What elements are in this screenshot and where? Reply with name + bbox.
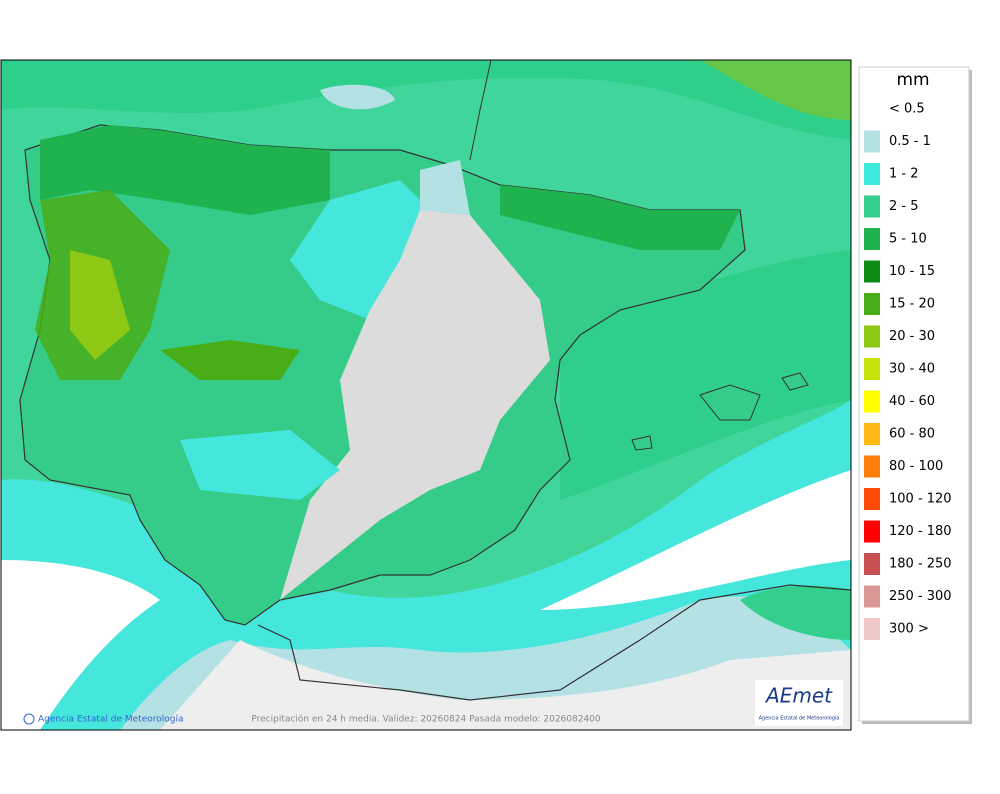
legend-swatch: [864, 585, 880, 608]
legend-swatch: [864, 260, 880, 283]
legend-swatch: [864, 293, 880, 315]
legend-label: 30 - 40: [889, 362, 935, 377]
legend-swatch: [864, 520, 880, 543]
copyright-icon: [23, 713, 35, 725]
logo-subtitle: Agencia Estatal de Meteorología: [759, 715, 840, 722]
logo: AEmet Agencia Estatal de Meteorología: [755, 680, 843, 726]
legend-label: 250 - 300: [889, 589, 952, 604]
legend-label: 80 - 100: [889, 459, 943, 474]
logo-name: AEmet: [764, 684, 833, 708]
legend-label: 20 - 30: [889, 329, 935, 344]
legend-label: 40 - 60: [889, 394, 935, 409]
map: [1, 60, 851, 730]
legend-swatch: [864, 618, 880, 640]
legend-label: 10 - 15: [889, 264, 935, 279]
legend-swatch: [864, 423, 880, 445]
legend-swatch: [864, 455, 880, 478]
legend-swatch: [864, 390, 880, 413]
legend-label: 5 - 10: [889, 232, 927, 247]
legend-label: 120 - 180: [889, 524, 952, 539]
legend-swatch: [864, 163, 880, 185]
legend-swatch: [864, 488, 880, 510]
legend-label: 180 - 250: [889, 557, 952, 572]
legend-swatch: [864, 228, 880, 250]
legend-swatch: [864, 553, 880, 575]
legend-items: < 0.5 0.5 - 1 1 - 2 2 - 5 5 - 10 10 - 15 15 - …: [864, 98, 952, 640]
legend-label: 2 - 5: [889, 199, 919, 214]
legend-swatch: [864, 98, 880, 120]
legend-label: 300 >: [889, 622, 929, 637]
legend-label: 0.5 - 1: [889, 134, 931, 149]
legend-swatch: [864, 130, 880, 153]
map-frame: [0, 59, 852, 731]
legend-label: 60 - 80: [889, 427, 935, 442]
credit: Agencia Estatal de Meteorología: [38, 715, 184, 725]
legend-swatch: [864, 358, 880, 380]
legend-label: < 0.5: [889, 102, 925, 117]
legend-label: 15 - 20: [889, 297, 935, 312]
legend-unit: mm: [896, 70, 929, 90]
legend-swatch: [864, 325, 880, 348]
legend-swatch: [864, 195, 880, 218]
legend-label: 100 - 120: [889, 492, 952, 507]
caption: Precipitación en 24 h media. Validez: 20…: [251, 714, 601, 725]
legend-label: 1 - 2: [889, 167, 919, 182]
